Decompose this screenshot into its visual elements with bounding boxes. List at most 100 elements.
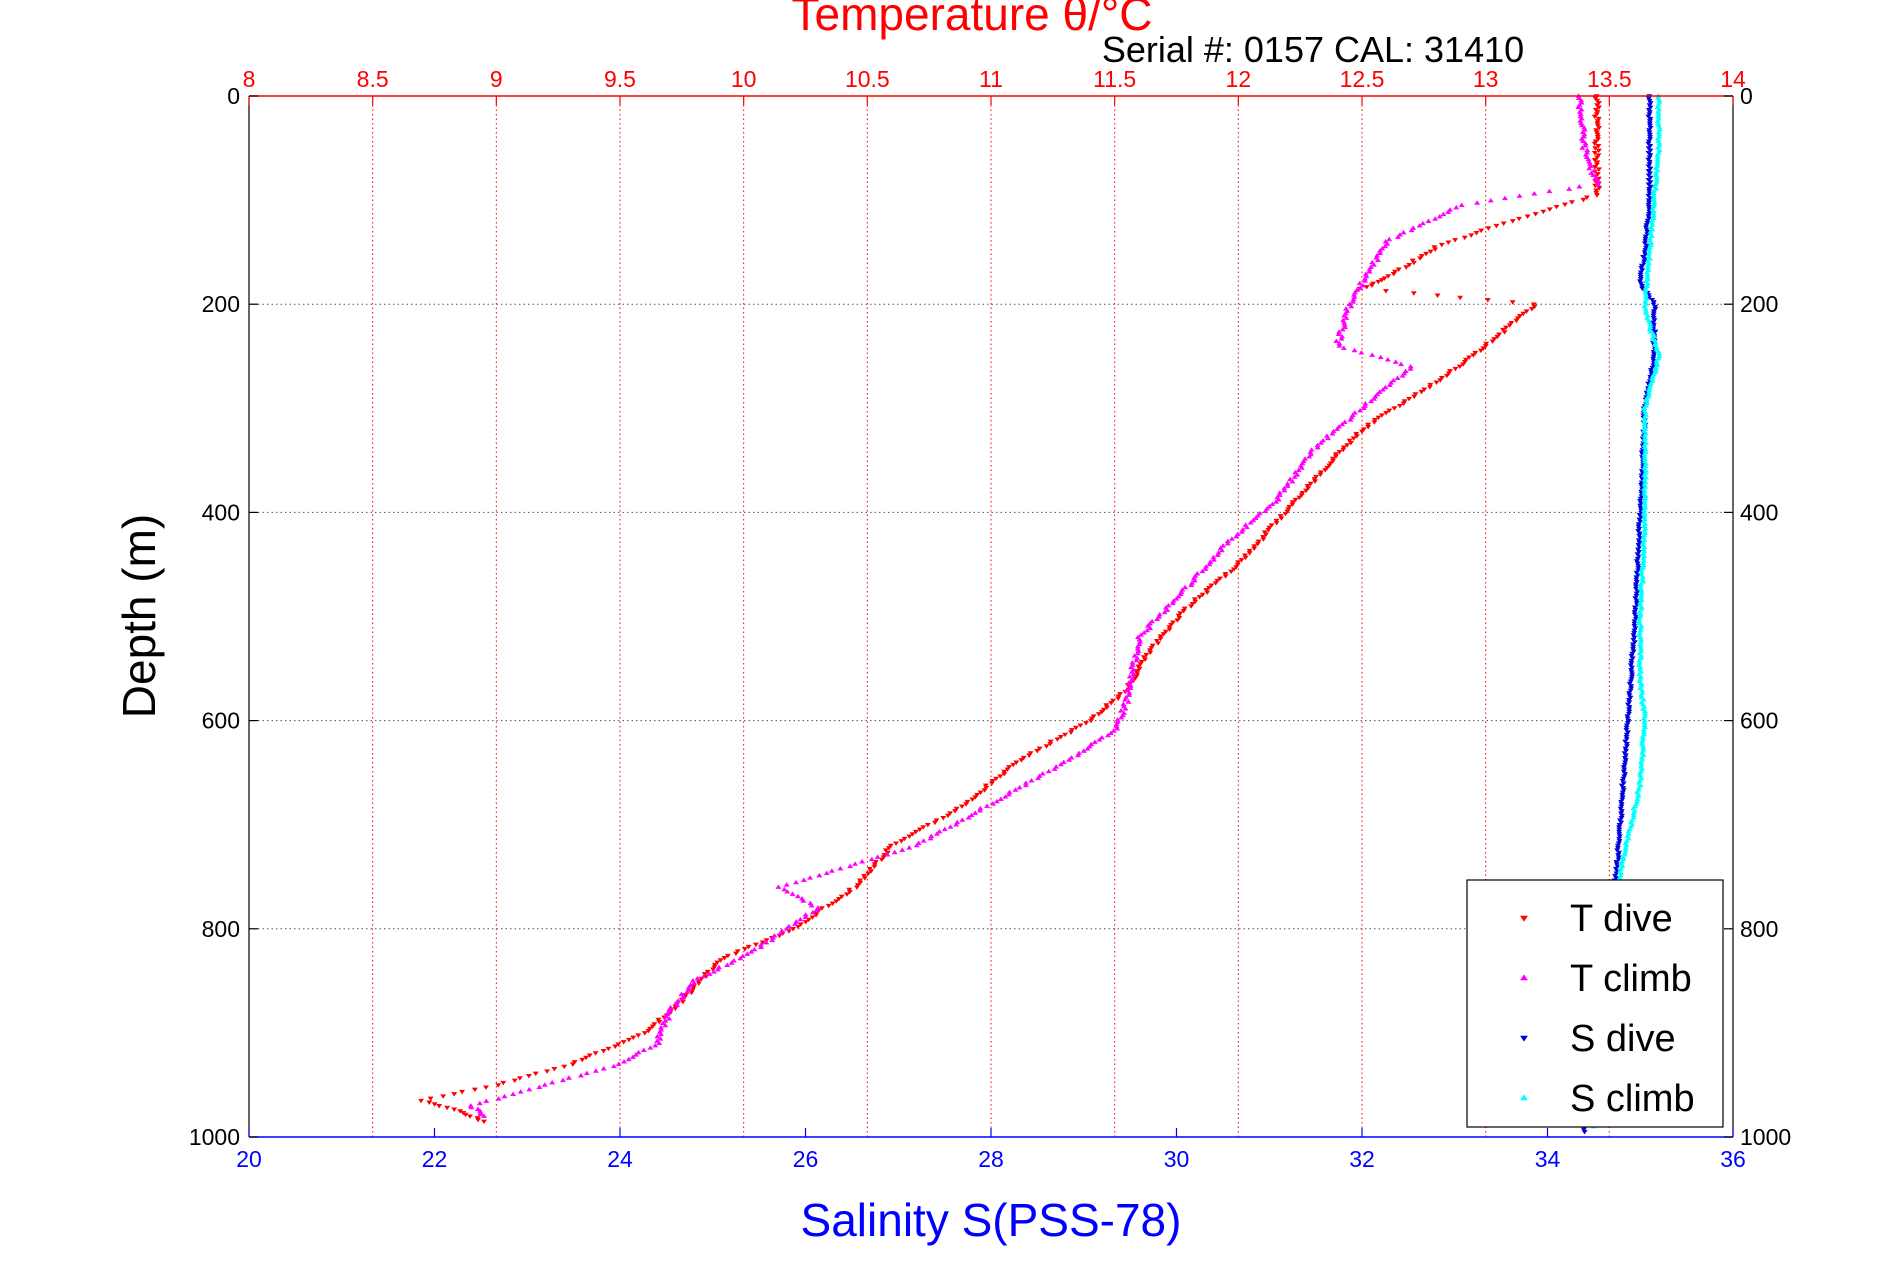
data-point bbox=[1645, 205, 1652, 210]
data-point bbox=[652, 1042, 659, 1048]
data-point bbox=[495, 1096, 502, 1101]
data-point bbox=[837, 865, 844, 871]
data-point bbox=[451, 1107, 458, 1112]
data-point bbox=[1621, 751, 1628, 756]
data-point bbox=[1647, 144, 1654, 149]
data-point bbox=[656, 1020, 663, 1025]
data-point bbox=[1576, 184, 1583, 189]
data-point bbox=[1445, 371, 1452, 376]
data-point bbox=[551, 1067, 558, 1072]
data-point bbox=[1461, 360, 1468, 365]
data-point bbox=[536, 1084, 543, 1089]
data-point bbox=[1406, 263, 1413, 268]
data-point bbox=[1652, 304, 1659, 310]
chart-title: Temperature θ/°C bbox=[792, 0, 1153, 40]
data-point bbox=[1501, 330, 1508, 335]
data-point bbox=[1098, 735, 1105, 740]
data-point bbox=[1653, 186, 1660, 191]
data-point bbox=[655, 1017, 662, 1023]
data-point bbox=[1125, 699, 1132, 704]
data-point bbox=[1091, 739, 1098, 744]
data-point bbox=[1332, 452, 1339, 457]
data-point bbox=[1592, 139, 1599, 144]
data-point bbox=[1612, 866, 1619, 872]
data-point bbox=[1637, 501, 1644, 506]
data-point bbox=[1646, 107, 1652, 113]
data-point bbox=[1313, 474, 1320, 480]
data-point bbox=[1191, 577, 1198, 583]
data-point bbox=[1621, 767, 1628, 772]
data-point bbox=[1647, 101, 1654, 106]
data-point bbox=[1632, 587, 1639, 592]
data-point bbox=[865, 871, 872, 876]
data-point bbox=[1474, 200, 1481, 205]
data-point bbox=[1233, 565, 1240, 570]
data-point bbox=[666, 1016, 673, 1021]
legend-marker bbox=[1520, 915, 1528, 922]
data-point bbox=[1636, 549, 1642, 555]
data-point bbox=[1633, 577, 1640, 583]
data-point bbox=[1635, 543, 1642, 548]
data-point bbox=[1581, 1130, 1588, 1135]
data-point bbox=[1628, 667, 1635, 673]
data-point bbox=[795, 924, 802, 930]
data-point bbox=[1238, 558, 1245, 563]
legend-marker bbox=[1520, 1035, 1528, 1042]
data-point bbox=[1371, 418, 1378, 423]
data-point bbox=[1633, 559, 1640, 564]
data-point bbox=[808, 902, 815, 908]
data-point bbox=[1625, 835, 1632, 841]
data-point bbox=[1540, 209, 1547, 215]
data-point bbox=[1395, 267, 1402, 272]
data-point bbox=[989, 779, 996, 784]
data-point bbox=[1326, 463, 1333, 469]
data-point bbox=[1382, 243, 1389, 249]
data-point bbox=[1646, 216, 1653, 221]
data-point bbox=[1592, 96, 1599, 101]
data-point bbox=[1068, 755, 1075, 760]
data-point bbox=[444, 1105, 451, 1111]
data-point bbox=[1631, 610, 1638, 615]
data-point bbox=[526, 1086, 533, 1092]
data-point bbox=[1157, 636, 1164, 642]
data-point bbox=[997, 796, 1004, 801]
data-point bbox=[1421, 387, 1428, 393]
data-point bbox=[1628, 665, 1635, 671]
data-point bbox=[1645, 193, 1652, 199]
data-point bbox=[1346, 438, 1353, 444]
data-point bbox=[1635, 529, 1642, 534]
data-point bbox=[781, 886, 788, 892]
data-point bbox=[1161, 609, 1168, 615]
data-point bbox=[1622, 760, 1629, 765]
data-point bbox=[1636, 620, 1643, 626]
data-point bbox=[932, 820, 938, 826]
data-point bbox=[800, 877, 807, 882]
data-point bbox=[797, 922, 804, 927]
data-point bbox=[997, 774, 1004, 779]
data-point bbox=[1625, 711, 1632, 717]
data-point bbox=[1425, 218, 1432, 223]
data-point bbox=[947, 811, 953, 816]
data-point bbox=[1631, 640, 1638, 645]
data-point bbox=[1122, 697, 1129, 702]
data-point bbox=[1427, 249, 1434, 255]
data-point bbox=[481, 1119, 487, 1125]
data-point bbox=[1530, 302, 1537, 307]
data-point bbox=[481, 1113, 487, 1118]
data-point bbox=[1639, 706, 1646, 711]
data-point bbox=[1580, 134, 1587, 139]
data-point bbox=[1612, 873, 1619, 879]
data-point bbox=[763, 939, 770, 945]
data-point bbox=[1619, 790, 1626, 796]
data-point bbox=[1434, 293, 1441, 298]
data-point bbox=[1192, 599, 1199, 605]
data-point bbox=[1593, 128, 1600, 133]
data-point bbox=[1595, 181, 1602, 187]
data-point bbox=[1620, 788, 1627, 793]
data-point bbox=[1470, 353, 1477, 358]
data-point bbox=[510, 1091, 517, 1096]
data-point bbox=[1639, 283, 1646, 289]
bottom-axis-tick-label: 24 bbox=[607, 1146, 633, 1172]
data-point bbox=[561, 1064, 568, 1070]
data-point bbox=[632, 1052, 639, 1057]
